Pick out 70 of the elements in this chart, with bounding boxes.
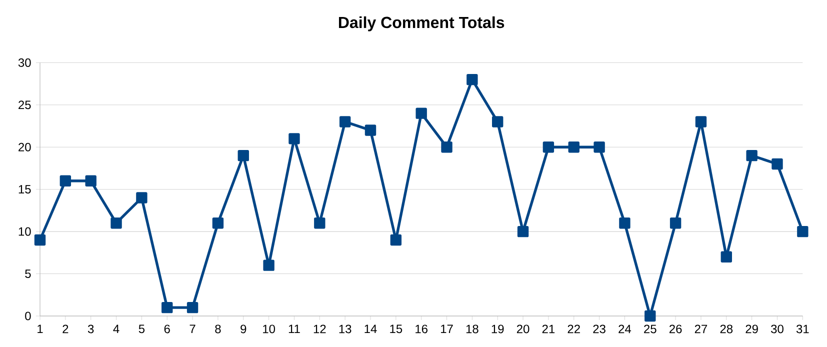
point <box>288 133 300 144</box>
point <box>670 218 682 229</box>
point <box>339 116 351 128</box>
point <box>110 218 122 229</box>
point <box>542 142 554 153</box>
point <box>186 302 198 314</box>
x-tick-label: 27 <box>694 324 708 334</box>
x-tick-label: 17 <box>441 324 453 333</box>
x-tick-label: 25 <box>644 324 656 334</box>
point <box>568 142 580 153</box>
x-tick-label: 24 <box>618 324 632 334</box>
y-tick-label: 25 <box>18 100 31 110</box>
point <box>619 218 630 229</box>
point <box>644 310 656 322</box>
x-tick-label: 16 <box>416 324 428 334</box>
point <box>720 251 732 262</box>
x-tick-label: 28 <box>720 324 733 334</box>
point <box>695 116 707 128</box>
point <box>441 142 452 153</box>
x-tick-label: 7 <box>190 324 196 333</box>
x-tick-label: 14 <box>364 324 377 333</box>
x-tick-label: 2 <box>62 324 68 334</box>
x-tick-label: 19 <box>492 324 504 334</box>
x-tick-label: 11 <box>288 324 300 333</box>
x-tick-label: 1 <box>38 324 43 333</box>
point <box>314 218 326 229</box>
point <box>390 234 402 246</box>
x-tick-label: 15 <box>390 324 402 334</box>
x-tick-label: 30 <box>771 324 784 334</box>
point <box>212 218 224 229</box>
x-tick-label: 12 <box>314 324 326 334</box>
y-tick-label: 0 <box>25 312 31 320</box>
chart-title: Daily Comment Totals <box>338 16 504 32</box>
x-tick-label: 20 <box>516 324 530 334</box>
y-tick-label: 15 <box>18 185 31 194</box>
x-tick-label: 6 <box>164 324 170 334</box>
y-tick-label: 10 <box>18 227 31 236</box>
x-tick-label: 9 <box>240 324 246 334</box>
point <box>594 142 605 153</box>
point <box>364 124 376 136</box>
x-tick-label: 8 <box>215 324 221 334</box>
point <box>416 108 427 119</box>
x-tick-label: 26 <box>669 324 682 334</box>
x-tick-label: 10 <box>263 324 276 334</box>
point <box>263 260 274 271</box>
y-tick-label: 30 <box>18 58 31 67</box>
point <box>772 158 783 170</box>
x-tick-label: 29 <box>746 324 758 334</box>
point <box>517 226 529 238</box>
point <box>492 116 504 128</box>
point <box>238 150 249 162</box>
point <box>162 302 173 314</box>
x-tick-label: 5 <box>138 324 145 334</box>
x-tick-label: 3 <box>88 324 94 334</box>
x-tick-label: 18 <box>466 324 478 334</box>
x-tick-label: 21 <box>542 324 555 334</box>
x-tick-label: 13 <box>339 324 352 334</box>
point <box>746 150 758 162</box>
point <box>85 175 96 186</box>
y-tick-label: 5 <box>25 270 31 278</box>
point <box>34 234 46 246</box>
x-tick-label: 4 <box>113 324 120 333</box>
point <box>60 175 72 186</box>
x-tick-label: 31 <box>796 324 809 334</box>
point <box>797 226 808 238</box>
y-tick-label: 20 <box>18 142 31 152</box>
point <box>136 192 148 204</box>
point <box>466 74 478 86</box>
x-tick-label: 22 <box>568 324 580 334</box>
x-tick-label: 23 <box>593 324 606 334</box>
